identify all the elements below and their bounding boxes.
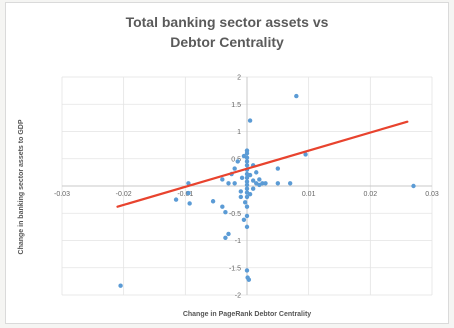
data-point [235,159,240,164]
data-point [244,224,250,230]
x-tick-label: -0.02 [116,191,132,198]
data-point [238,194,244,200]
data-point [232,166,237,171]
data-point [244,268,250,273]
y-tick-label: -1 [235,238,241,245]
x-tick-label: 0.02 [364,191,378,198]
data-point [247,118,253,123]
data-points [118,93,416,288]
y-tick-label: 0.5 [231,156,241,163]
data-point [244,163,250,168]
data-point [244,159,250,164]
chart-frame [5,2,449,324]
x-tick-label: -0.01 [177,191,193,198]
data-point [226,181,231,186]
data-point [244,213,250,219]
x-tick-label: 0.01 [302,191,316,198]
data-point [186,181,191,186]
data-point [210,199,216,204]
y-tick-label: 1 [237,129,241,136]
tick-labels: -0.03 -0.02 -0.01 0.01 0.02 0.03 -2 -1.5 -1 -0.5 0… [54,75,439,300]
x-tick-label: -0.03 [54,191,70,198]
data-point [244,175,250,181]
data-point [303,152,308,157]
data-point [257,177,262,182]
data-point [244,182,250,188]
data-point [186,190,191,196]
data-point [294,93,299,99]
data-point [287,181,293,186]
y-tick-label: -1.5 [229,265,241,272]
data-point [250,178,256,183]
data-point [275,181,281,186]
chart-title-line-2: Debtor Centrality [170,34,284,50]
data-point [244,194,250,200]
data-point [263,181,268,186]
data-point [244,179,250,184]
chart-title-line-1: Total banking sector assets vs [125,14,329,30]
trendline-layer [116,120,409,208]
y-axis-title: Change in banking sector assets to GDP [18,119,25,254]
data-point [239,175,245,181]
x-axis-title: Change in PageRank Debtor Centrality [183,311,311,318]
data-point [254,170,259,175]
trendline [116,120,409,208]
data-point [246,277,252,282]
data-point [260,181,265,186]
data-point [244,204,250,209]
data-point [247,172,253,178]
y-tick-label: 2 [237,75,241,82]
data-point [244,155,250,160]
data-point [223,235,228,240]
data-point [223,209,228,215]
data-point [187,201,192,206]
data-point [226,231,231,237]
y-tick-label: 1.5 [231,102,241,109]
data-point [247,191,253,197]
data-point [241,217,247,222]
data-point [242,200,248,205]
data-point [250,186,256,191]
data-point [244,151,250,156]
y-tick-label: -0.5 [229,211,241,218]
data-point [275,166,281,171]
data-point [220,177,225,182]
data-point [220,204,225,209]
data-point [411,183,416,189]
data-point [173,197,179,202]
data-point [232,181,237,186]
data-point [238,189,244,194]
x-tick-label: 0.03 [425,191,439,198]
data-point [244,186,250,191]
data-point [118,283,123,288]
y-tick-label: -2 [235,293,241,300]
